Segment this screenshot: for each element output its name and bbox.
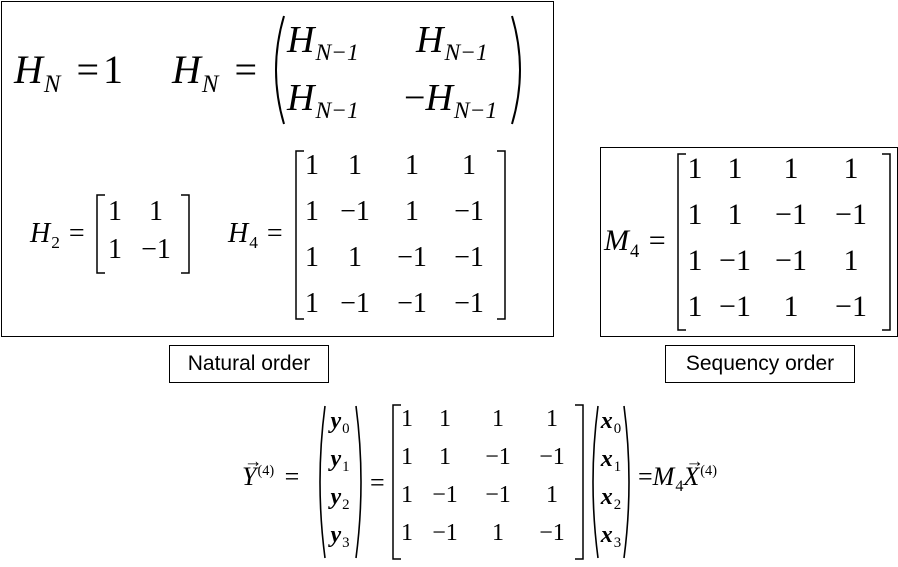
h2-bracket-left: [96, 194, 105, 274]
recursive-matrix-paren-right: [511, 15, 521, 125]
recursive-matrix-paren-left: [275, 15, 285, 125]
h2-bracket-right: [181, 194, 190, 274]
m4-lhs: M4 =: [604, 224, 666, 262]
rhs-product: =M4X(4): [638, 451, 717, 495]
output-vector-symbol: Y(4) =: [242, 451, 299, 492]
recursive-matrix-r2c1: HN−1: [287, 77, 359, 125]
h4-lhs: H4 =: [228, 218, 283, 253]
equals-sign-middle: =: [370, 468, 385, 497]
x-vector-paren-left: [592, 405, 599, 559]
m-matrix-bracket-right: [575, 404, 584, 560]
recursive-matrix-r2c2: −HN−1: [404, 77, 498, 125]
h4-bracket-left: [295, 150, 304, 320]
y-vector: y0 y1 y2 y3: [330, 408, 350, 552]
x-vector-paren-right: [623, 405, 630, 559]
natural-order-box: [1, 1, 554, 337]
m4-bracket-left: [677, 153, 686, 331]
h2-lhs: H2 =: [30, 218, 85, 253]
sequency-order-label: Sequency order: [665, 345, 855, 383]
recursive-matrix-r1c1: HN−1: [287, 19, 359, 67]
y-vector-paren-right: [355, 405, 362, 559]
base-case-equation: HN = 1: [14, 47, 123, 98]
m-matrix-bracket-left: [392, 404, 401, 560]
recursive-equation-lhs: HN =: [172, 47, 257, 98]
m4-bracket-right: [882, 153, 891, 331]
natural-order-label: Natural order: [169, 345, 329, 383]
y-vector-paren-left: [319, 405, 326, 559]
recursive-matrix-r1c2: HN−1: [416, 19, 488, 67]
x-vector: x0 x1 x2 x3: [600, 408, 622, 552]
h4-bracket-right: [497, 150, 506, 320]
